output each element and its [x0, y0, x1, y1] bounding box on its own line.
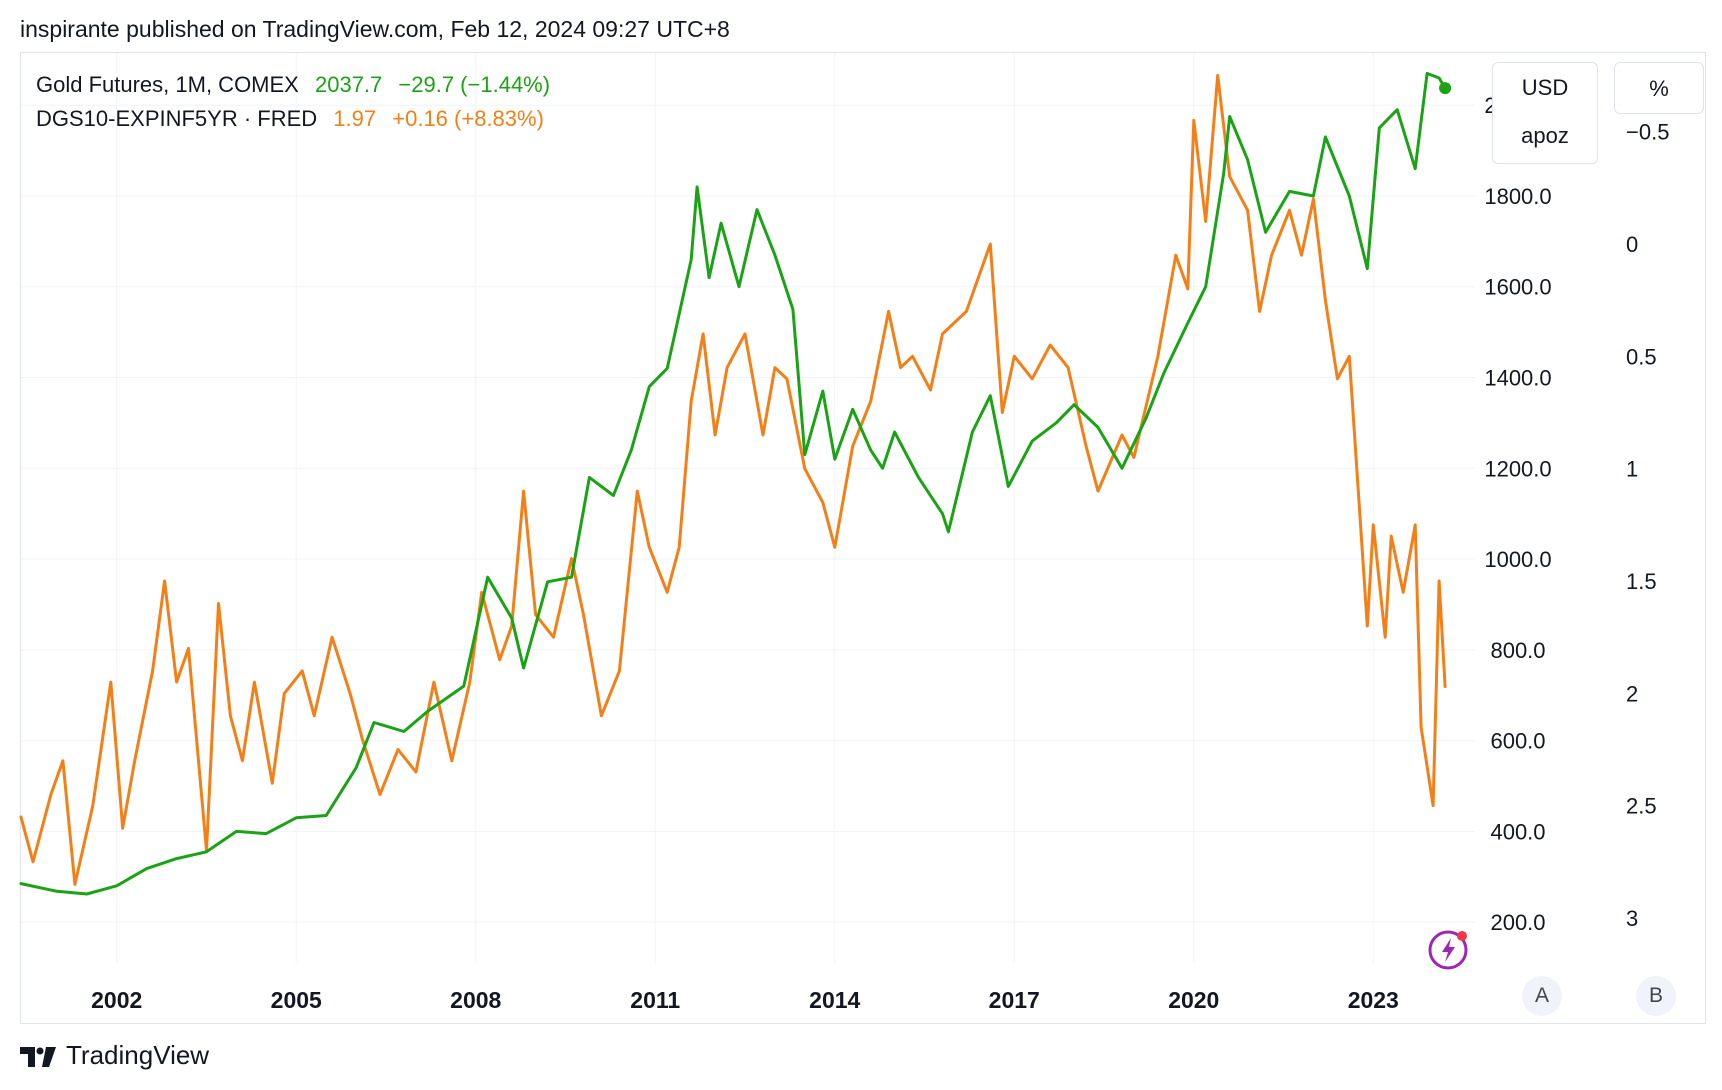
legend-yield-value: 1.97: [333, 106, 377, 131]
left-axis-tick-label: 1600.0: [1484, 275, 1551, 300]
x-tick-label: 2011: [630, 987, 680, 1013]
footer-brand[interactable]: TradingView: [20, 1040, 209, 1071]
right-axis-tick-label: 1: [1626, 457, 1638, 482]
left-axis-tick-label: 1000.0: [1484, 547, 1551, 572]
chart-frame: [20, 52, 1706, 1024]
left-axis-tick-label: 200.0: [1490, 910, 1545, 935]
x-tick-label: 2014: [809, 987, 860, 1013]
tradingview-logo-icon: [20, 1047, 56, 1068]
left-axis-tick-label: 1200.0: [1484, 456, 1551, 481]
series-line: [19, 71, 1447, 896]
x-tick-label: 2017: [989, 987, 1040, 1013]
x-tick-label: 2023: [1348, 987, 1399, 1013]
legend-gold-change: −29.7 (−1.44%): [398, 72, 551, 97]
percent-axis-button[interactable]: %: [1614, 62, 1704, 114]
right-axis-tick-label: 3: [1626, 906, 1638, 931]
legend-gold-value: 2037.7: [314, 72, 383, 97]
series-line: [19, 74, 1447, 886]
right-axis-tick-label: 2: [1626, 681, 1638, 706]
currency-label: USD: [1521, 75, 1569, 100]
legend-yield-name: DGS10-EXPINF5YR · FRED: [36, 106, 318, 131]
x-tick-label: 2002: [91, 987, 142, 1013]
footer-brand-label: TradingView: [66, 1040, 210, 1070]
right-axis-tick-label: 2.5: [1626, 794, 1657, 819]
lightning-bolt-icon[interactable]: [1428, 926, 1474, 977]
left-axis-tick-label: 600.0: [1490, 729, 1545, 754]
right-axis-tick-label: −0.5: [1626, 120, 1669, 145]
left-axis-tick-label: 800.0: [1490, 638, 1545, 663]
legend-gold-name: Gold Futures, 1M, COMEX: [36, 72, 299, 97]
right-axis-tick-label: 1.5: [1626, 569, 1657, 594]
left-axis-tick-label: 400.0: [1490, 819, 1545, 844]
x-tick-label: 2008: [450, 987, 501, 1013]
legend-yield-change: +0.16 (+8.83%): [392, 106, 544, 131]
right-axis-tick-label: 0.5: [1626, 344, 1657, 369]
x-tick-label: 2005: [271, 987, 322, 1013]
unit-label: apoz: [1521, 123, 1569, 148]
legend-yield[interactable]: DGS10-EXPINF5YR · FRED 1.97 +0.16 (+8.83…: [36, 106, 554, 132]
axis-a-toggle[interactable]: A: [1522, 976, 1562, 1016]
publish-header: inspirante published on TradingView.com,…: [20, 16, 730, 42]
left-axis-tick-label: 1400.0: [1484, 366, 1551, 391]
x-tick-label: 2020: [1168, 987, 1219, 1013]
legend-gold[interactable]: Gold Futures, 1M, COMEX 2037.7 −29.7 (−1…: [36, 72, 560, 98]
left-axis-tick-label: 1800.0: [1484, 184, 1551, 209]
axis-b-toggle[interactable]: B: [1636, 976, 1676, 1016]
right-axis-tick-label: 0: [1626, 232, 1638, 257]
series-last-point: [1439, 82, 1452, 95]
currency-unit-button[interactable]: USD apoz: [1492, 62, 1598, 164]
